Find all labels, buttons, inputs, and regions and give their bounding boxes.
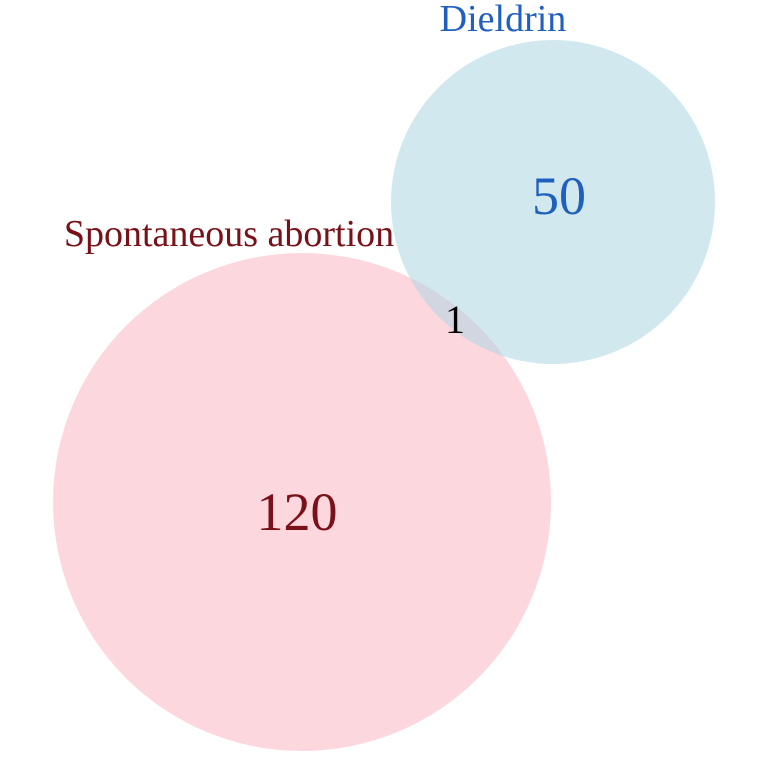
count-spontaneous-abortion-only: 120: [257, 482, 338, 542]
count-intersection: 1: [445, 297, 465, 342]
set-label-spontaneous-abortion: Spontaneous abortion: [64, 213, 394, 255]
set-circle-spontaneous-abortion: [53, 253, 551, 751]
set-label-dieldrin: Dieldrin: [440, 0, 567, 40]
set-circle-dieldrin: [391, 40, 715, 364]
count-dieldrin-only: 50: [532, 166, 586, 226]
